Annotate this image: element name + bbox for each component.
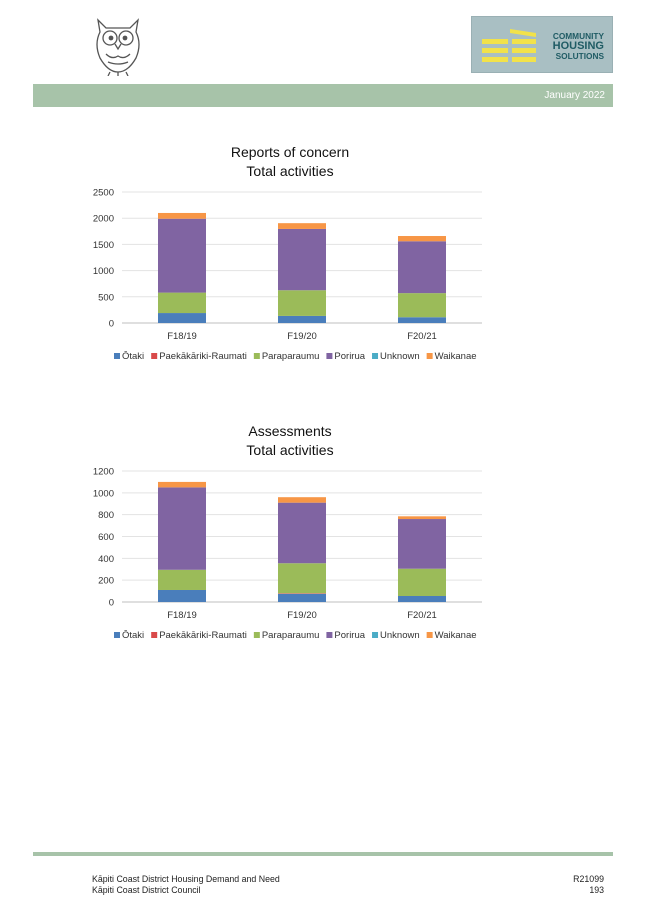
bar-segment xyxy=(278,315,326,323)
bar-segment xyxy=(158,481,206,488)
legend-label: Paekākāriki-Raumati xyxy=(159,630,247,641)
y-tick-label: 500 xyxy=(98,292,114,303)
chart-title: Assessments Total activities xyxy=(60,422,520,460)
y-tick-label: 0 xyxy=(109,319,114,330)
bar-segment xyxy=(158,218,206,293)
legend-label: Ōtaki xyxy=(122,351,144,362)
chart-title-line2: Total activities xyxy=(246,163,334,179)
report-date: January 2022 xyxy=(544,90,605,101)
x-tick-label: F20/21 xyxy=(407,331,437,342)
bar-segment xyxy=(398,317,446,323)
bar-segment xyxy=(278,497,326,503)
footer-ref: R21099 xyxy=(573,874,604,884)
bar-segment xyxy=(158,589,206,602)
legend-label: Paraparaumu xyxy=(262,351,320,362)
legend-label: Unknown xyxy=(380,630,420,641)
legend-swatch xyxy=(151,353,158,359)
legend-swatch xyxy=(151,632,158,638)
bar-segment xyxy=(398,236,446,242)
y-tick-label: 2500 xyxy=(93,188,114,199)
bar-segment xyxy=(398,519,446,569)
legend-swatch xyxy=(114,353,120,359)
y-tick-label: 1200 xyxy=(93,467,114,478)
legend-label: Porirua xyxy=(334,630,365,641)
footer-rule xyxy=(33,852,613,856)
chart-title: Reports of concern Total activities xyxy=(60,143,520,181)
bar-segment xyxy=(398,568,446,596)
bar-segment xyxy=(278,593,326,602)
x-tick-label: F18/19 xyxy=(167,331,197,342)
y-tick-label: 400 xyxy=(98,554,114,565)
chart-assessments: Assessments Total activities 0 200 400 600 8… xyxy=(60,421,500,651)
footer-left: Kāpiti Coast District Housing Demand and… xyxy=(92,874,280,896)
legend-swatch xyxy=(426,353,433,359)
bar-segment xyxy=(158,212,206,219)
bar-segment xyxy=(278,563,326,594)
legend-label: Porirua xyxy=(334,351,365,362)
bar-segment xyxy=(158,487,206,570)
y-tick-label: 1000 xyxy=(93,266,114,277)
chart-title-line1: Assessments xyxy=(248,423,332,439)
x-tick-label: F18/19 xyxy=(167,610,197,621)
chart-svg: 0 200 400 600 800 1000 1200 F18/19 F19/20 F20/21 Ō… xyxy=(93,467,482,641)
logo-line3: SOLUTIONS xyxy=(555,51,604,61)
legend-label: Waikanae xyxy=(435,351,477,362)
legend-swatch xyxy=(253,632,260,638)
footer-doc-title: Kāpiti Coast District Housing Demand and… xyxy=(92,874,280,884)
legend-label: Waikanae xyxy=(435,630,477,641)
chart-title-line1: Reports of concern xyxy=(230,144,350,160)
header-band: January 2022 xyxy=(33,84,613,107)
bar-segment xyxy=(158,313,206,323)
legend-swatch xyxy=(426,632,433,638)
legend-label: Paraparaumu xyxy=(262,630,320,641)
bar-segment xyxy=(398,595,446,602)
footer-page-number: 193 xyxy=(589,885,604,895)
bar-segment xyxy=(398,516,446,520)
y-tick-label: 1000 xyxy=(93,488,114,499)
logo-line2: HOUSING xyxy=(552,40,604,52)
legend-label: Unknown xyxy=(380,351,420,362)
legend-swatch xyxy=(326,632,333,638)
y-tick-label: 800 xyxy=(98,510,114,521)
x-tick-label: F19/20 xyxy=(287,331,317,342)
logo-line1: COMMUNITY xyxy=(552,31,604,41)
legend-swatch xyxy=(326,353,333,359)
bar-segment xyxy=(158,292,206,314)
bar-segment xyxy=(398,293,446,318)
logo-wordmark: COMMUNITY HOUSING SOLUTIONS xyxy=(540,32,604,61)
y-tick-label: 0 xyxy=(109,598,114,609)
bar-segment xyxy=(158,569,206,590)
bar-segment xyxy=(278,593,326,594)
footer-org: Kāpiti Coast District Council xyxy=(92,885,201,895)
logo-mark-icon xyxy=(482,29,536,62)
legend-label: Ōtaki xyxy=(122,630,144,641)
x-tick-label: F20/21 xyxy=(407,610,437,621)
bar-segment xyxy=(278,223,326,229)
y-tick-label: 2000 xyxy=(93,214,114,225)
chart-svg: 0 500 1000 1500 2000 2500 F18/19 F19/20 F20/21 Ōt… xyxy=(93,188,482,362)
legend-swatch xyxy=(372,632,379,638)
chart-title-line2: Total activities xyxy=(246,442,334,458)
y-tick-label: 600 xyxy=(98,532,114,543)
y-tick-label: 1500 xyxy=(93,240,114,251)
bar-segment xyxy=(278,228,326,291)
x-tick-label: F19/20 xyxy=(287,610,317,621)
bar-segment xyxy=(278,290,326,316)
chart-reports-of-concern: Reports of concern Total activities 0 500… xyxy=(60,142,500,372)
legend-label: Paekākāriki-Raumati xyxy=(159,351,247,362)
legend-swatch xyxy=(253,353,260,359)
y-tick-label: 200 xyxy=(98,576,114,587)
legend-swatch xyxy=(114,632,120,638)
legend-swatch xyxy=(372,353,379,359)
bar-segment xyxy=(398,241,446,294)
owl-logo-icon xyxy=(96,18,140,76)
footer-right: R21099 193 xyxy=(573,874,604,896)
bar-segment xyxy=(278,502,326,564)
community-housing-solutions-logo: COMMUNITY HOUSING SOLUTIONS xyxy=(471,16,613,73)
